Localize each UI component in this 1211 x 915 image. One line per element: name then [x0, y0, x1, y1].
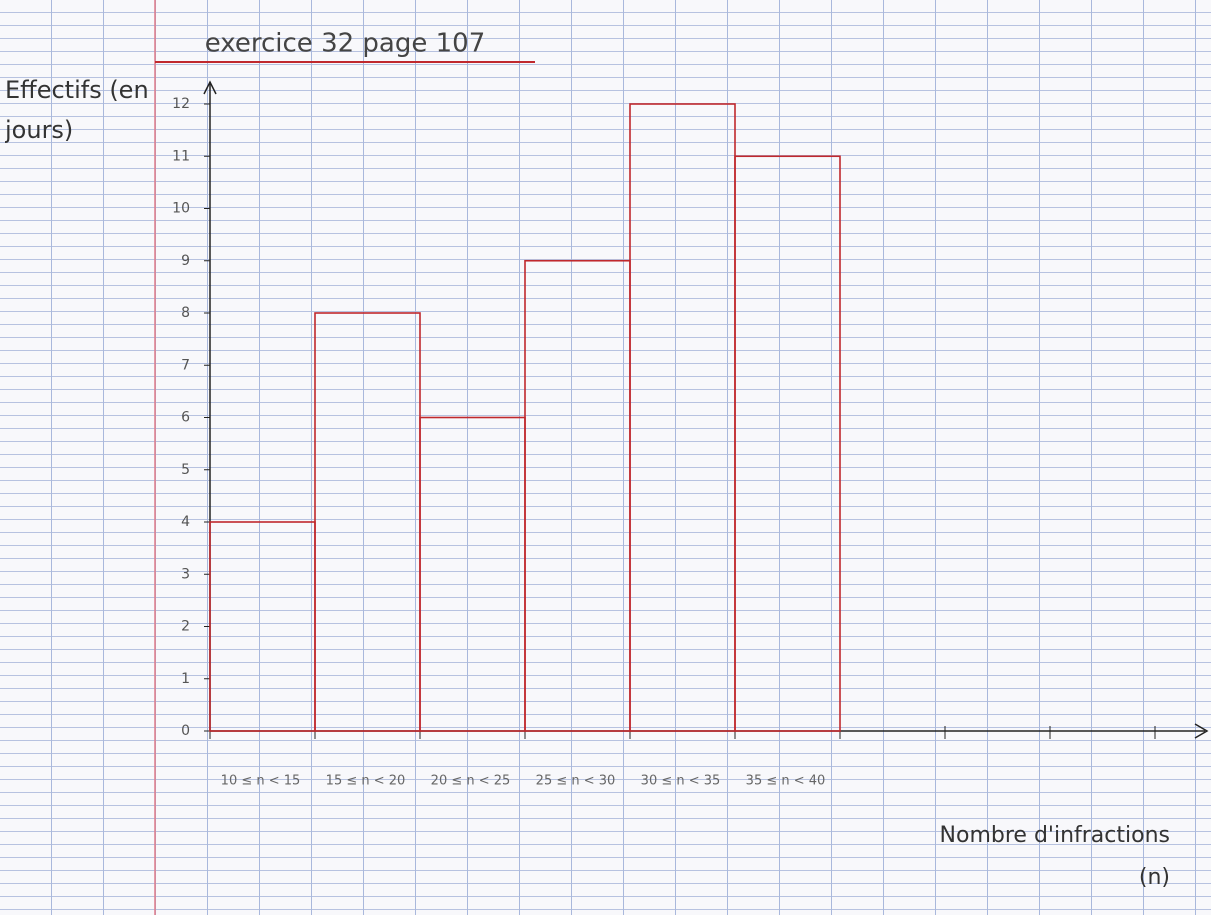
y-tick-label: 9 — [181, 253, 190, 269]
y-arrow — [203, 80, 217, 95]
x-tick-label: 15 ≤ n < 20 — [326, 774, 406, 789]
y-tick-label: 5 — [181, 462, 190, 478]
x-tick-label: 35 ≤ n < 40 — [746, 774, 826, 789]
bar — [524, 259, 631, 732]
y-tick-label: 7 — [181, 357, 190, 373]
bar — [629, 103, 736, 732]
x-tick-label: 30 ≤ n < 35 — [641, 774, 721, 789]
y-label-box: Effectifs (en jours) — [5, 76, 149, 144]
y-tick-label: 6 — [181, 410, 190, 426]
y-tick-label: 11 — [172, 148, 190, 164]
y-tick-label: 4 — [181, 514, 190, 530]
y-tick-label: 0 — [181, 723, 190, 739]
y-tick-label: 12 — [172, 96, 190, 112]
bar — [314, 312, 421, 732]
x-arrow — [1194, 723, 1209, 739]
y-axis-label: Effectifs (en jours) — [5, 76, 149, 144]
bar — [734, 155, 841, 732]
y-tick-label: 8 — [181, 305, 190, 321]
bar — [419, 416, 526, 732]
chart-title: exercice 32 page 107 — [205, 29, 486, 59]
x-tick-label: 25 ≤ n < 30 — [536, 774, 616, 789]
y-tick-label: 2 — [181, 619, 190, 635]
x-tick-label: 10 ≤ n < 15 — [221, 774, 301, 789]
y-tick-label: 10 — [172, 201, 190, 217]
x-label-box: Nombre d'infractions (n) — [939, 823, 1170, 890]
y-tick-label: 3 — [181, 566, 190, 582]
bar — [209, 521, 316, 732]
y-tick-label: 1 — [181, 671, 190, 687]
x-axis-label: Nombre d'infractions (n) — [939, 823, 1170, 890]
x-tick-label: 20 ≤ n < 25 — [431, 774, 511, 789]
